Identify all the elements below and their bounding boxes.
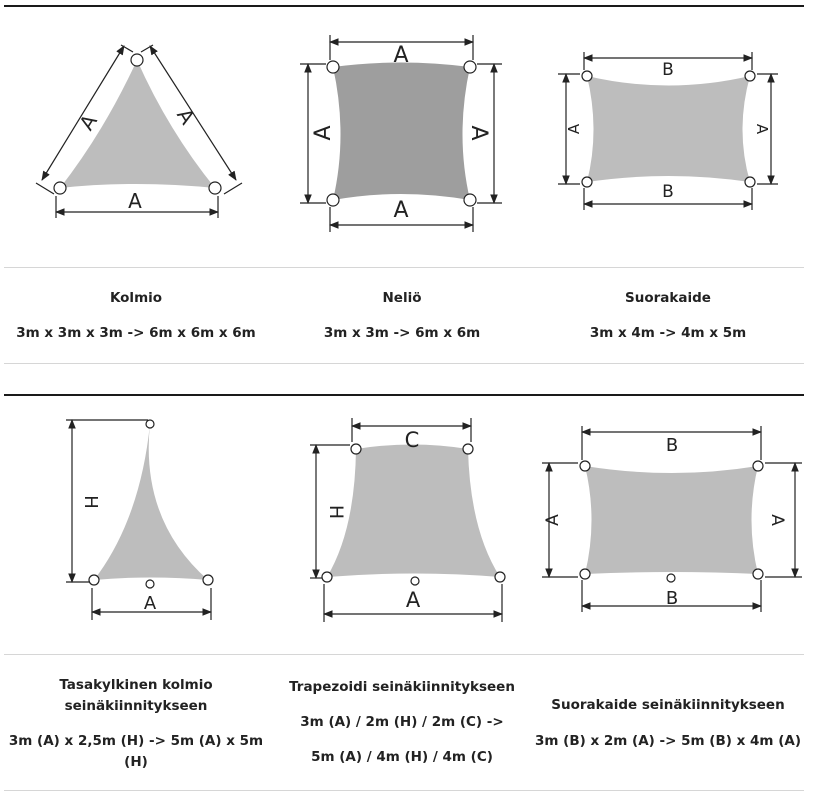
suorakaide-seina-diagram <box>542 426 802 612</box>
caption-size: 3m x 4m -> 4m x 5m <box>589 325 747 341</box>
suorakaide-label-top: B <box>662 60 674 80</box>
suorakaide-seina-label-right: A <box>767 514 787 526</box>
caption-suorakaide-seina: Suorakaide seinäkiinnitykseen 3m (B) x 2… <box>534 695 802 752</box>
caption-size: 3m (A) x 2,5m (H) -> 5m (A) x 5m <box>8 733 264 749</box>
trapezoidi-diagram <box>310 418 506 622</box>
caption-tasakylkinen: Tasakylkinen kolmio seinäkiinnitykseen 3… <box>2 675 270 773</box>
nelio-diagram <box>300 35 502 232</box>
caption-size-2: (H) <box>124 754 148 770</box>
caption-trapezoidi: Trapezoidi seinäkiinnitykseen 3m (A) / 2… <box>268 677 536 768</box>
caption-size-2: 5m (A) / 4m (H) / 4m (C) <box>311 749 493 765</box>
top-rule <box>4 5 804 7</box>
row2-divider-top <box>4 654 804 655</box>
nelio-label-bottom: A <box>393 198 408 223</box>
caption-title: Neliö <box>382 290 422 306</box>
section-rule <box>4 394 804 396</box>
caption-title: Suorakaide seinäkiinnitykseen <box>551 697 785 713</box>
trapezoidi-label-base: A <box>406 588 421 612</box>
caption-title-2: seinäkiinnitykseen <box>64 698 208 714</box>
trapezoidi-label-height: H <box>325 505 347 519</box>
nelio-label-top: A <box>393 43 408 68</box>
row1-diagrams: A A A A A A A B B A A <box>35 35 778 232</box>
row2-divider-bottom <box>4 790 804 791</box>
caption-nelio: Neliö 3m x 3m -> 6m x 6m <box>268 288 536 344</box>
nelio-label-left: A <box>311 125 336 140</box>
caption-size: 3m x 3m x 3m -> 6m x 6m x 6m <box>16 325 256 341</box>
suorakaide-seina-label-left: A <box>543 514 563 526</box>
caption-size: 3m (B) x 2m (A) -> 5m (B) x 4m (A) <box>534 733 801 749</box>
caption-title: Suorakaide <box>625 290 711 306</box>
suorakaide-label-right: A <box>753 124 771 135</box>
suorakaide-sail <box>587 76 750 182</box>
kolmio-diagram <box>35 44 243 218</box>
kolmio-label-left: A <box>74 110 102 135</box>
suorakaide-seina-label-top: B <box>666 435 678 456</box>
tasakylkinen-diagram <box>66 419 214 620</box>
tasakylkinen-label-base: A <box>144 593 157 614</box>
row1-divider-top <box>4 267 804 268</box>
suorakaide-seina-label-bottom: B <box>666 588 678 609</box>
caption-title: Trapezoidi seinäkiinnitykseen <box>289 679 515 695</box>
caption-title: Tasakylkinen kolmio <box>59 677 213 693</box>
caption-size: 3m x 3m -> 6m x 6m <box>323 325 481 341</box>
trapezoidi-label-top: C <box>405 428 420 452</box>
suorakaide-label-left: A <box>565 123 583 134</box>
suorakaide-seina-sail <box>585 466 758 574</box>
nelio-label-right: A <box>466 125 491 140</box>
row1-divider-bottom <box>4 363 804 364</box>
kolmio-label-right: A <box>172 104 200 129</box>
caption-size: 3m (A) / 2m (H) / 2m (C) -> <box>300 714 504 730</box>
caption-kolmio: Kolmio 3m x 3m x 3m -> 6m x 6m x 6m <box>2 288 270 344</box>
nelio-sail <box>333 62 470 200</box>
trapezoidi-sail <box>327 444 500 577</box>
tasakylkinen-sail <box>94 424 208 580</box>
caption-title: Kolmio <box>109 290 163 306</box>
row2-diagrams: H A C H A B B A A <box>66 418 802 622</box>
tasakylkinen-label-height: H <box>80 495 101 509</box>
suorakaide-diagram <box>558 52 778 210</box>
caption-suorakaide: Suorakaide 3m x 4m -> 4m x 5m <box>534 288 802 344</box>
kolmio-label-bottom: A <box>128 189 142 213</box>
suorakaide-label-bottom: B <box>662 182 674 202</box>
